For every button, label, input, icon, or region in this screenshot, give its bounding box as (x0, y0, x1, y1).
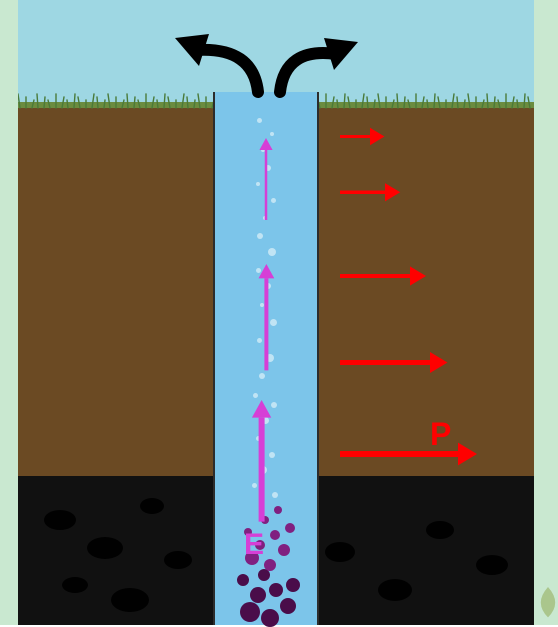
oil-particle (269, 583, 283, 597)
pressure-arrow (340, 260, 430, 292)
pressure-arrow (340, 435, 481, 473)
oil-particle (261, 609, 279, 627)
oil-blob (111, 588, 149, 612)
oil-blob (378, 579, 412, 601)
pressure-arrow (340, 122, 389, 151)
oil-particle-light (278, 544, 290, 556)
bubble (257, 233, 263, 239)
oil-blob (62, 577, 88, 593)
oil-blob (426, 521, 454, 539)
bubble (268, 248, 276, 256)
oil-particle-light (264, 559, 276, 571)
upflow-arrow (254, 138, 278, 224)
bubble (270, 132, 274, 136)
oil-particle (280, 598, 296, 614)
ejection-arrows (0, 0, 558, 120)
label-p: P (430, 416, 451, 453)
upflow-arrow (252, 264, 281, 374)
leaf-icon (530, 585, 558, 621)
label-e: E (244, 528, 264, 562)
oil-blob (476, 555, 508, 575)
pressure-arrow (340, 177, 404, 208)
oil-blob (140, 498, 164, 514)
oil-blob (164, 551, 192, 569)
oil-blob (325, 542, 355, 562)
oil-blob (87, 537, 123, 559)
pressure-arrow (340, 345, 452, 380)
oil-particle (286, 578, 300, 592)
oil-particle (237, 574, 249, 586)
oil-particle (250, 587, 266, 603)
oil-particle-light (285, 523, 295, 533)
upflow-arrow (244, 400, 279, 526)
oil-blob (44, 510, 76, 530)
oil-particle-light (270, 530, 280, 540)
oil-particle (240, 602, 260, 622)
bubble (253, 393, 258, 398)
